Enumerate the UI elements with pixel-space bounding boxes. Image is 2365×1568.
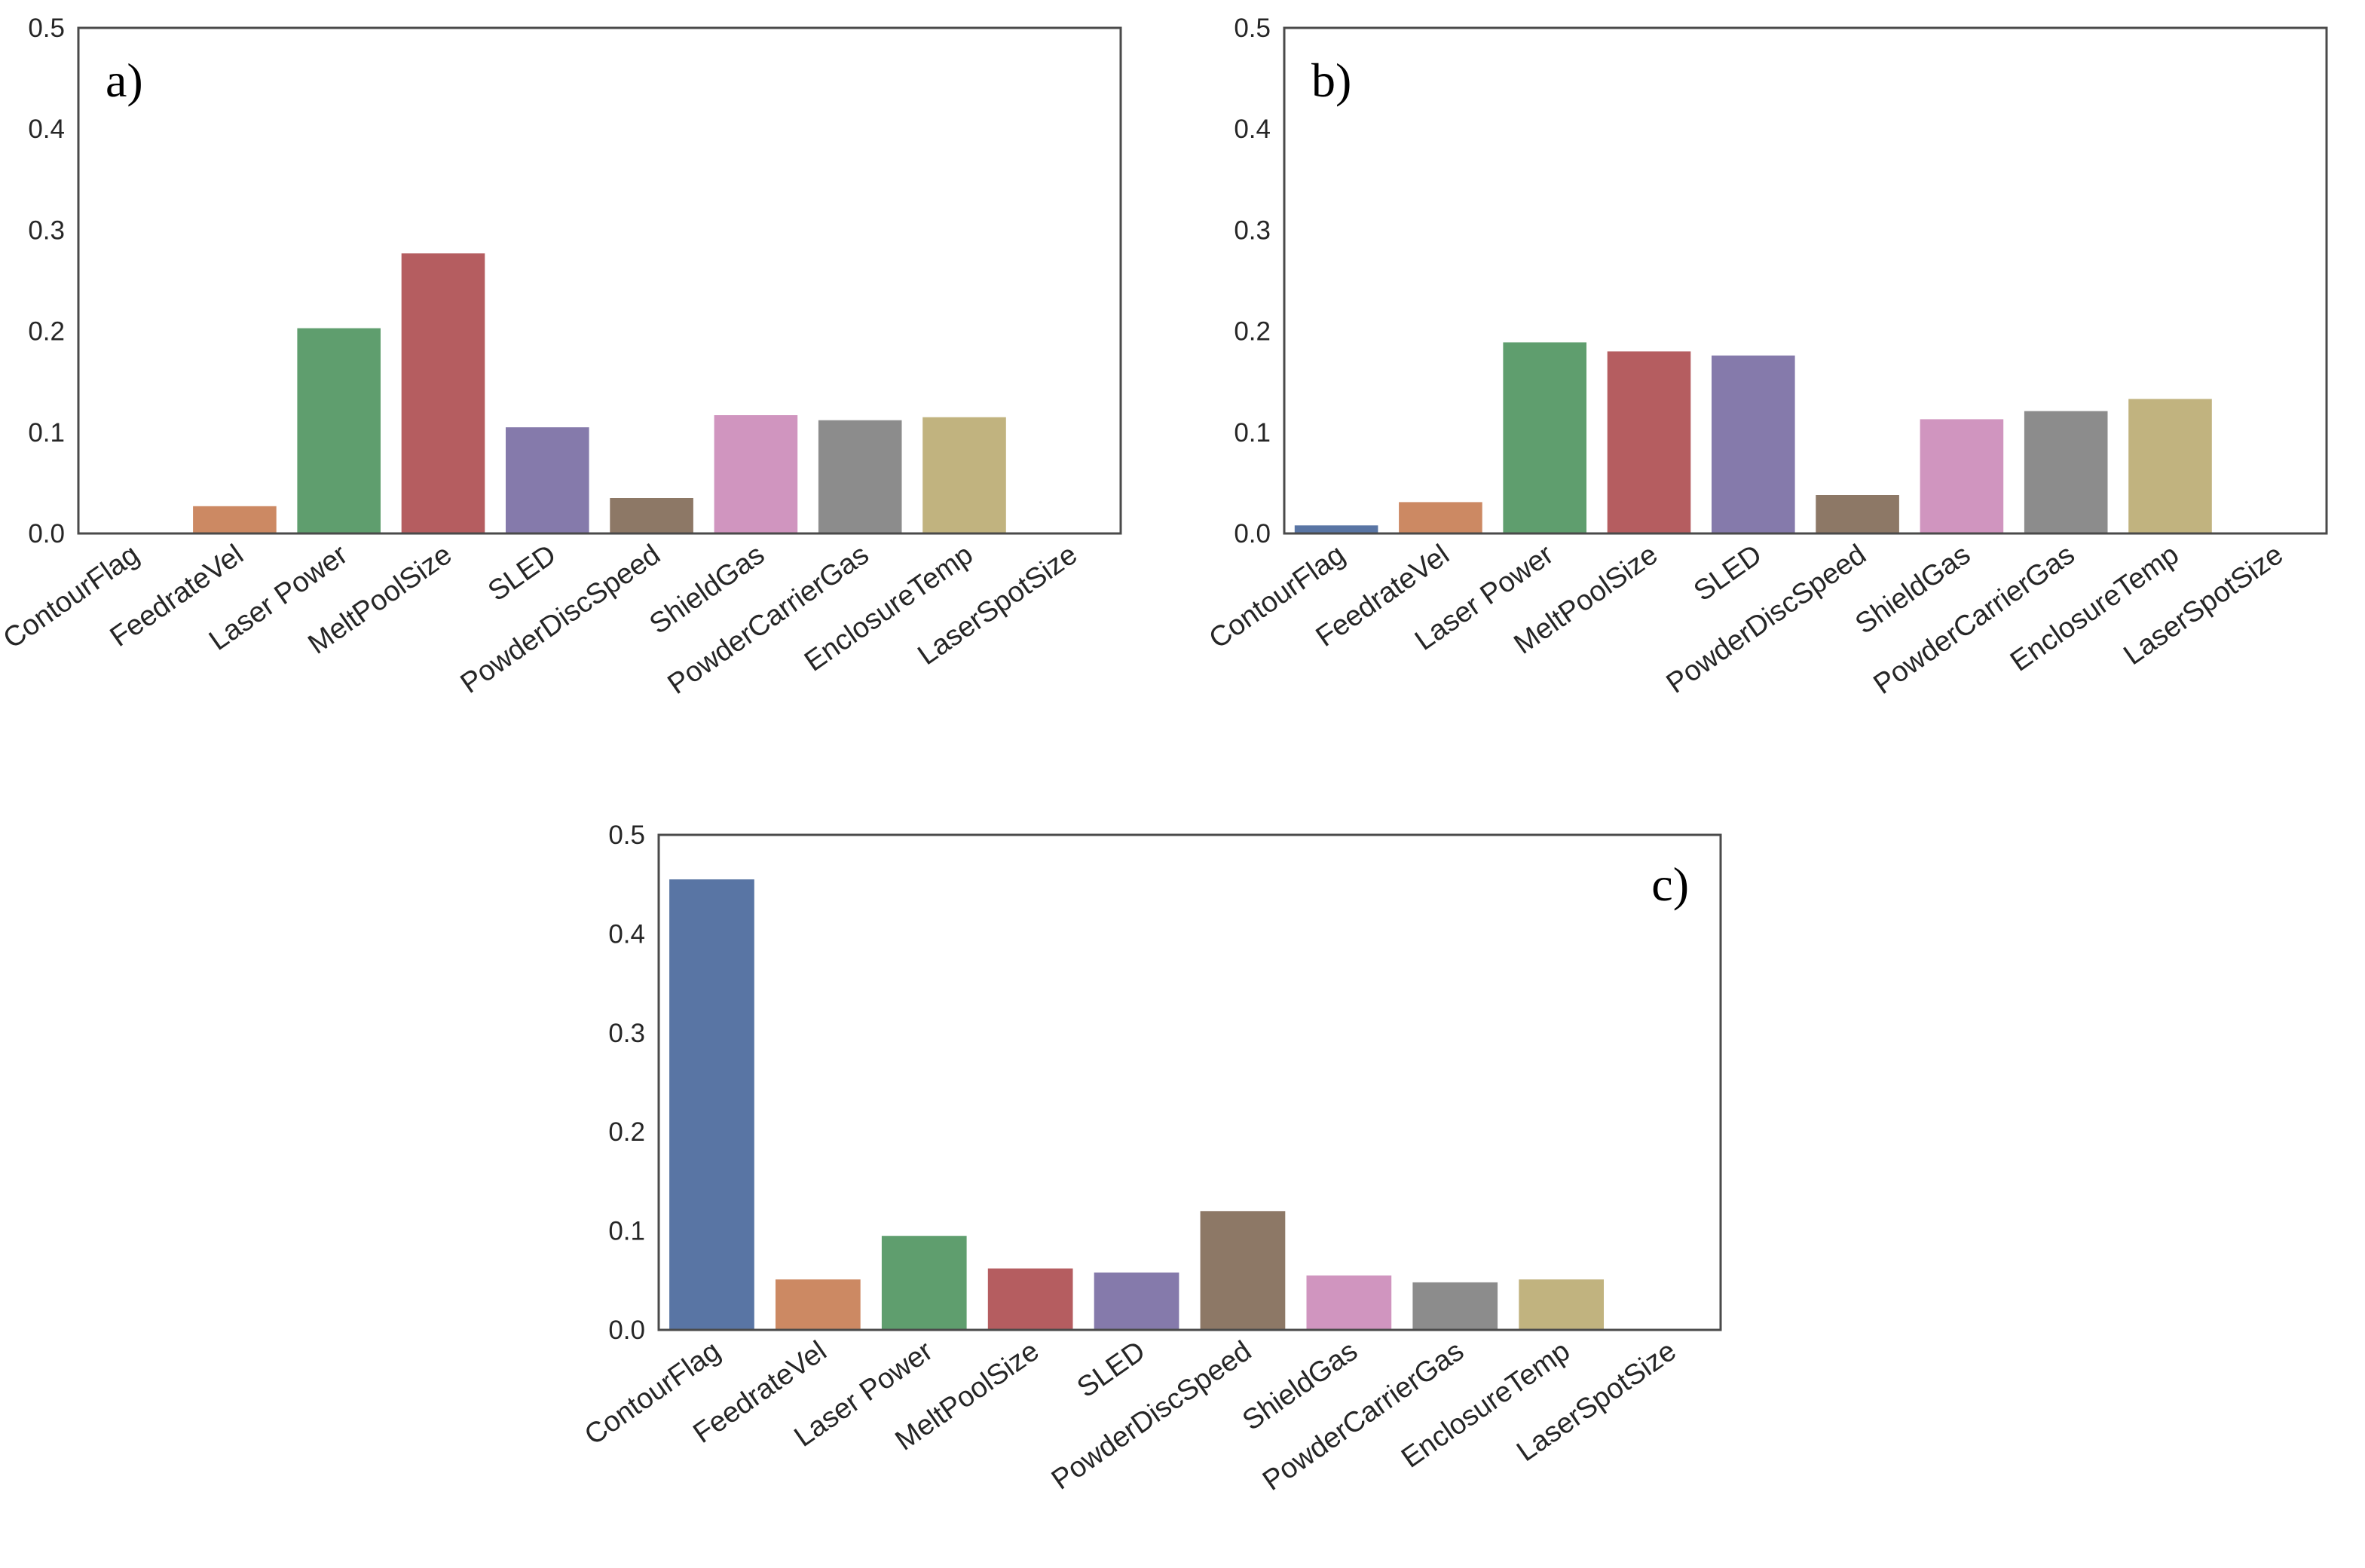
bar-meltpoolsize bbox=[1607, 351, 1691, 533]
x-tick-label: SLED bbox=[1072, 1335, 1151, 1404]
y-tick-label: 0.1 bbox=[608, 1217, 645, 1246]
y-tick-label: 0.1 bbox=[28, 418, 65, 448]
bar-enclosuretemp bbox=[2128, 399, 2212, 533]
bar-feedratevel bbox=[193, 506, 277, 533]
y-tick-label: 0.3 bbox=[1234, 215, 1271, 245]
bar-powderdiscspeed bbox=[1816, 495, 1899, 533]
bar-enclosuretemp bbox=[922, 417, 1006, 533]
chart-panel-c: 0.00.10.20.30.40.5ContourFlagFeedrateVel… bbox=[579, 821, 1722, 1497]
y-tick-label: 0.4 bbox=[608, 919, 645, 949]
bar-sled bbox=[506, 427, 589, 533]
x-tick-label: SLED bbox=[1688, 539, 1767, 607]
bar-sled bbox=[1712, 355, 1795, 533]
y-tick-label: 0.2 bbox=[608, 1117, 645, 1147]
x-tick-label: PowderDiscSpeed bbox=[1046, 1335, 1257, 1496]
bar-laser-power bbox=[297, 328, 381, 533]
y-tick-label: 0.3 bbox=[28, 215, 65, 245]
y-tick-label: 0.0 bbox=[1234, 519, 1271, 549]
bar-feedratevel bbox=[776, 1279, 861, 1330]
bar-meltpoolsize bbox=[401, 253, 485, 533]
y-tick-label: 0.3 bbox=[608, 1019, 645, 1048]
bar-feedratevel bbox=[1399, 502, 1482, 533]
bar-contourflag bbox=[669, 879, 754, 1330]
y-tick-label: 0.2 bbox=[28, 317, 65, 347]
x-tick-label: SLED bbox=[482, 539, 561, 607]
bar-powdercarriergas bbox=[818, 420, 902, 533]
panel-label: b) bbox=[1311, 53, 1351, 107]
bar-shieldgas bbox=[714, 415, 798, 533]
bar-shieldgas bbox=[1920, 419, 2004, 533]
y-tick-label: 0.0 bbox=[28, 519, 65, 549]
y-tick-label: 0.5 bbox=[1234, 14, 1271, 43]
panel-label: c) bbox=[1651, 857, 1689, 911]
chart-panel-a: 0.00.10.20.30.40.5ContourFlagFeedrateVel… bbox=[0, 14, 1122, 701]
bar-enclosuretemp bbox=[1519, 1279, 1604, 1330]
chart-panel-b: 0.00.10.20.30.40.5ContourFlagFeedrateVel… bbox=[1204, 14, 2328, 701]
axes-frame bbox=[657, 833, 1722, 1331]
y-tick-label: 0.2 bbox=[1234, 317, 1271, 347]
y-tick-label: 0.4 bbox=[28, 115, 65, 144]
axes-frame bbox=[1283, 26, 2328, 535]
bar-meltpoolsize bbox=[987, 1268, 1073, 1330]
y-tick-label: 0.5 bbox=[608, 821, 645, 850]
bar-powderdiscspeed bbox=[610, 498, 693, 533]
bar-laser-power bbox=[1503, 342, 1586, 533]
bar-powdercarriergas bbox=[2024, 411, 2108, 533]
y-tick-label: 0.1 bbox=[1234, 418, 1271, 448]
bar-shieldgas bbox=[1306, 1275, 1392, 1330]
y-tick-label: 0.4 bbox=[1234, 115, 1271, 144]
bar-sled bbox=[1094, 1272, 1179, 1330]
y-tick-label: 0.5 bbox=[28, 14, 65, 43]
bar-contourflag bbox=[1294, 525, 1378, 533]
bar-laser-power bbox=[881, 1236, 967, 1330]
panel-label: a) bbox=[106, 53, 143, 107]
y-tick-label: 0.0 bbox=[608, 1316, 645, 1345]
x-tick-label: PowderCarrierGas bbox=[1257, 1335, 1470, 1497]
bar-powdercarriergas bbox=[1412, 1282, 1498, 1330]
bar-powderdiscspeed bbox=[1200, 1211, 1286, 1330]
axes-frame bbox=[77, 26, 1122, 535]
